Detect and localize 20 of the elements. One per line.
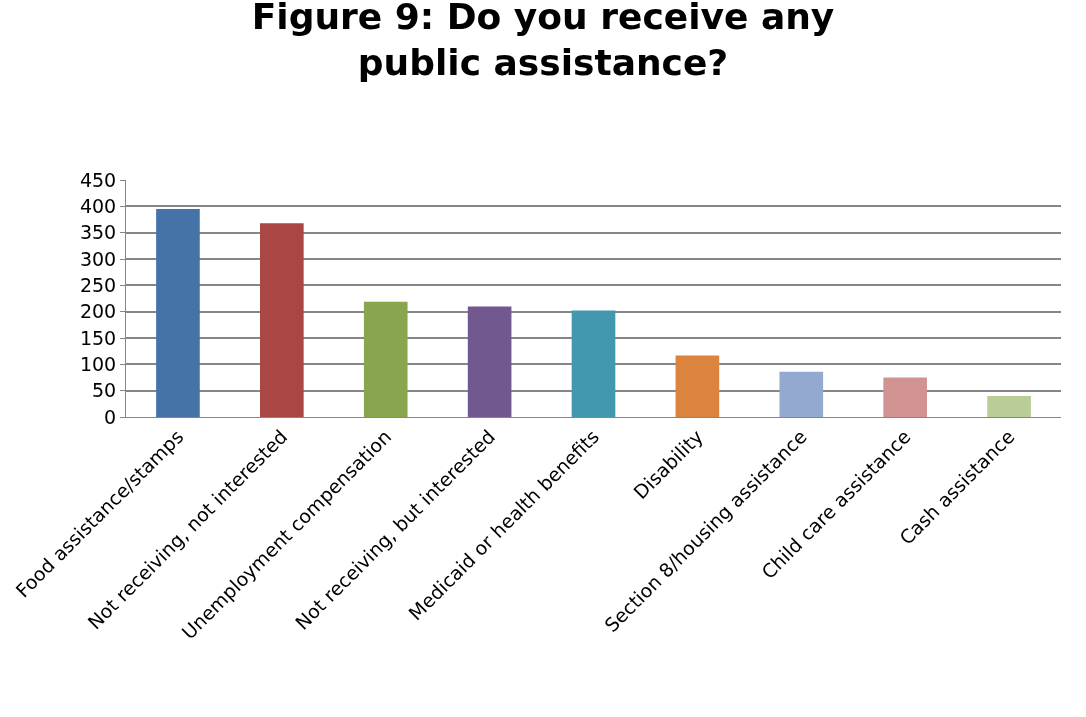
y-tick-label: 400 — [79, 194, 117, 217]
bar — [363, 301, 408, 417]
bar — [156, 208, 200, 417]
y-tick-label: 0 — [104, 405, 117, 428]
y-tick-label: 450 — [79, 168, 117, 191]
bar — [779, 371, 824, 417]
chart-title: Figure 9: Do you receive any public assistance? — [251, 0, 835, 84]
bar — [260, 223, 304, 417]
y-tick-label: 250 — [79, 273, 117, 296]
bar — [571, 310, 616, 417]
bar — [883, 377, 927, 417]
bar — [675, 355, 720, 417]
y-tick-label: 150 — [79, 326, 117, 349]
y-tick-label: 50 — [92, 379, 117, 402]
y-tick-label: 100 — [79, 352, 117, 375]
bar — [467, 306, 512, 417]
bar — [987, 395, 1031, 417]
y-tick-label: 350 — [79, 221, 117, 244]
y-tick-label: 200 — [79, 300, 117, 323]
y-tick-label: 300 — [79, 247, 117, 270]
